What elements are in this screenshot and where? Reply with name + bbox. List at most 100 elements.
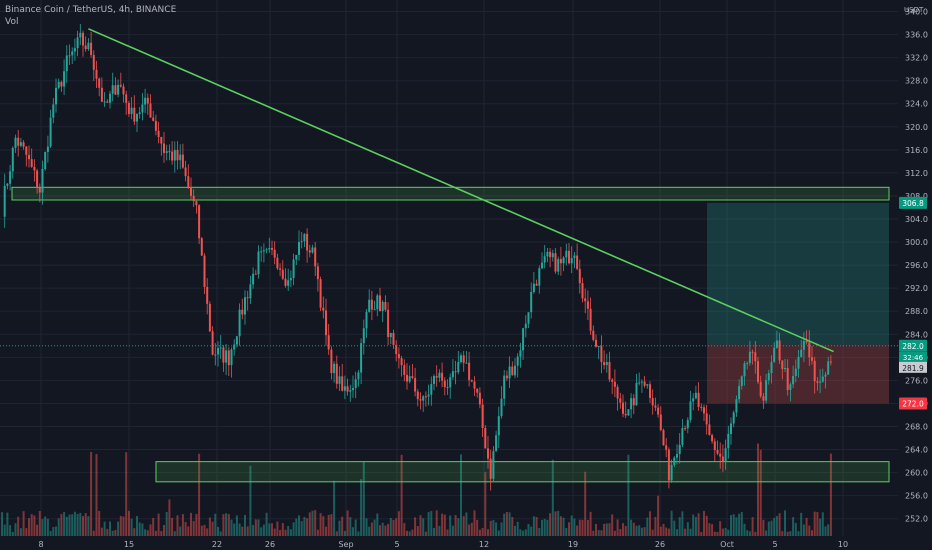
candle-body bbox=[192, 195, 195, 202]
volume-bar bbox=[786, 531, 789, 536]
candle-body bbox=[443, 380, 446, 388]
support-resistance-zones[interactable] bbox=[11, 186, 890, 483]
volume-bar bbox=[84, 513, 87, 536]
volume-bar bbox=[721, 528, 724, 536]
candle-body bbox=[335, 363, 338, 384]
candle-body bbox=[711, 435, 714, 442]
volume-bar bbox=[414, 517, 417, 536]
candle-body bbox=[495, 435, 498, 452]
candle-body bbox=[657, 407, 660, 415]
candle-body bbox=[829, 361, 832, 363]
price-tick-label: 308.0 bbox=[905, 192, 928, 201]
volume-bar bbox=[325, 526, 327, 536]
time-axis[interactable]: 8 15 22 26 Sep 5 12 19 26 Oct 5 10 bbox=[38, 540, 848, 549]
candle-body bbox=[667, 449, 670, 481]
candle-body bbox=[613, 381, 616, 387]
candle-body bbox=[55, 87, 57, 105]
volume-bar bbox=[751, 517, 754, 536]
candle-body bbox=[700, 406, 703, 408]
candle-body bbox=[805, 341, 808, 343]
volume-bar bbox=[546, 519, 549, 536]
volume-bar bbox=[117, 521, 120, 536]
volume-bar bbox=[157, 513, 160, 536]
volume-bar bbox=[557, 510, 560, 536]
candle-body bbox=[808, 342, 811, 358]
candle-body bbox=[211, 331, 214, 355]
candle-body bbox=[524, 323, 527, 329]
candle-body bbox=[681, 428, 684, 445]
candle-body bbox=[694, 392, 697, 399]
candle-body bbox=[692, 398, 695, 402]
volume-bar bbox=[279, 529, 282, 536]
volume-bar bbox=[597, 530, 600, 536]
candle-body bbox=[144, 97, 147, 105]
trendline-segment bbox=[88, 28, 834, 353]
candle-body bbox=[573, 255, 576, 258]
volume-bar bbox=[233, 523, 236, 536]
long-position-tool[interactable] bbox=[707, 202, 889, 404]
volume-bar bbox=[689, 528, 692, 536]
volume-bar bbox=[443, 514, 446, 536]
volume-bar bbox=[616, 519, 619, 536]
volume-bar bbox=[379, 525, 381, 536]
volume-bar bbox=[206, 528, 209, 536]
volume-bar bbox=[738, 513, 741, 536]
price-axis[interactable]: 252.0256.0260.0264.0268.0272.0276.0280.0… bbox=[898, 0, 932, 550]
candle-body bbox=[492, 451, 495, 479]
candle-body bbox=[30, 159, 33, 167]
volume-bar bbox=[1, 512, 3, 536]
volume-bar bbox=[192, 521, 195, 536]
price-tick-label: 252.0 bbox=[905, 515, 928, 524]
candle-body bbox=[721, 456, 724, 462]
candle-body bbox=[708, 424, 711, 436]
symbol-title[interactable]: Binance Coin / TetherUS, 4h, BINANCE bbox=[5, 5, 177, 15]
candle-body bbox=[716, 450, 719, 454]
volume-bar bbox=[570, 515, 573, 536]
volume-bar bbox=[500, 522, 503, 536]
candle-body bbox=[376, 295, 379, 310]
volume-bar bbox=[657, 495, 660, 536]
candle-body bbox=[821, 376, 824, 382]
candle-body bbox=[103, 101, 106, 103]
volume-bar bbox=[624, 525, 627, 536]
volume-bar bbox=[17, 516, 20, 536]
volume-bar bbox=[55, 526, 57, 536]
volume-bar bbox=[222, 514, 225, 536]
volume-bar bbox=[419, 515, 422, 536]
volume-bar bbox=[370, 522, 373, 536]
volume-bar bbox=[146, 530, 149, 536]
candle-body bbox=[203, 255, 206, 287]
volume-bar bbox=[827, 524, 830, 536]
downtrend-line[interactable] bbox=[88, 28, 834, 353]
candle-body bbox=[338, 376, 341, 384]
candle-body bbox=[651, 397, 654, 406]
volume-bar bbox=[765, 530, 768, 536]
volume-bar bbox=[365, 518, 368, 536]
candle-body bbox=[100, 87, 103, 102]
volume-bar bbox=[767, 521, 770, 536]
volume-bar bbox=[446, 529, 449, 536]
price-tick-label: 320.0 bbox=[905, 123, 928, 132]
candle-body bbox=[460, 355, 462, 362]
volume-bar bbox=[649, 511, 651, 536]
candle-body bbox=[98, 78, 101, 88]
candle-body bbox=[217, 348, 219, 355]
candle-body bbox=[136, 113, 138, 122]
zone-support bbox=[155, 461, 890, 483]
volume-bar bbox=[73, 511, 76, 536]
volume-indicator-label[interactable]: Vol bbox=[5, 17, 19, 27]
price-tick-label: 316.0 bbox=[905, 146, 928, 155]
currency-label: USDT bbox=[904, 6, 924, 14]
volume-bar bbox=[454, 515, 457, 536]
volume-bar bbox=[406, 530, 408, 536]
candle-body bbox=[451, 371, 454, 378]
volume-bar bbox=[802, 524, 805, 536]
volume-bar bbox=[659, 526, 662, 536]
volume-bar bbox=[171, 517, 174, 536]
volume-bar bbox=[262, 524, 265, 536]
volume-bar bbox=[181, 514, 184, 536]
candle-body bbox=[352, 388, 354, 391]
volume-bar bbox=[451, 525, 454, 536]
candle-body bbox=[595, 339, 597, 347]
